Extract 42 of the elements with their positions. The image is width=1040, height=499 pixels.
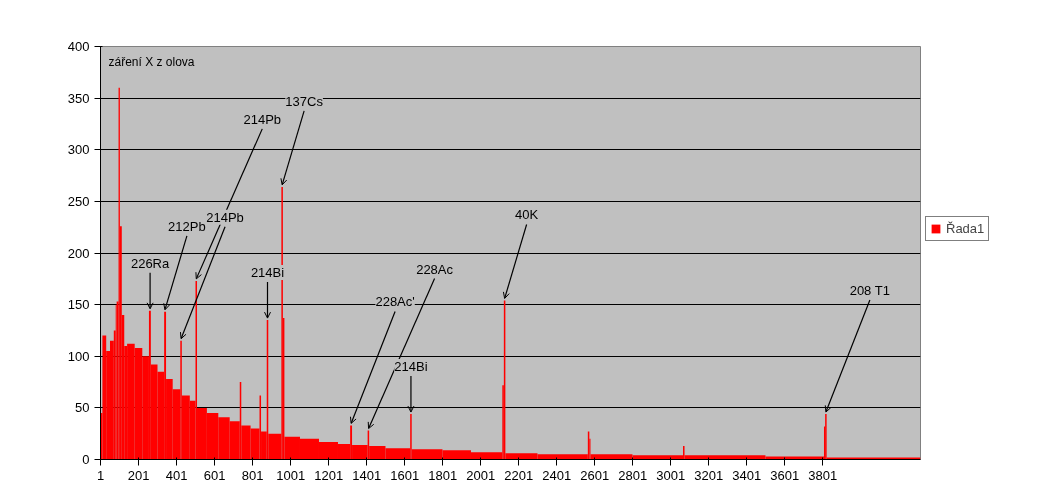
x-tick-label: 201 [127,467,150,483]
x-tick-label: 2601 [580,467,610,483]
y-tick-label: 50 [75,400,90,416]
x-tick-label: 1601 [390,467,420,483]
x-tick-label: 2201 [504,467,534,483]
x-tick-label: 1801 [428,467,458,483]
annotation: 214Pb [206,209,244,225]
y-tick-label: 100 [67,348,90,364]
x-tick-label: 801 [241,467,264,483]
x-tick-label: 3601 [770,467,800,483]
annotation: 228Ac [416,261,454,277]
annotation: 137Cs [285,93,324,109]
x-tick-label: 2401 [542,467,572,483]
x-tick-label: 1 [97,467,105,483]
x-tick-label: 1001 [276,467,306,483]
annotation: záření X z olova [108,54,195,69]
y-tick-label: 150 [67,297,90,313]
annotation: 226Ra [130,255,171,271]
y-tick-label: 350 [67,90,90,106]
x-tick-label: 1201 [314,467,344,483]
annotation: 212Pb [168,218,206,234]
y-tick-label: 400 [67,39,90,54]
x-tick-label: 3201 [694,467,724,483]
y-tick-label: 250 [67,193,90,209]
x-tick-label: 401 [165,467,188,483]
x-tick-label: 2801 [618,467,648,483]
x-tick-label: 3001 [656,467,686,483]
y-tick-label: 200 [67,245,90,261]
x-tick-label: 601 [203,467,226,483]
y-tick-label: 0 [82,452,90,467]
annotation: 208 T1 [849,283,890,299]
annotation: 40K [515,207,539,223]
annotation: 228Ac' [375,294,415,310]
x-tick-label: 3401 [732,467,762,483]
annotation: 214Bi [394,359,428,375]
x-tick-label: 1401 [352,467,382,483]
legend-label: Řada1 [946,221,985,236]
x-tick-label: 2001 [466,467,496,483]
y-tick-label: 300 [67,142,90,158]
annotation: 214Pb [243,111,282,127]
x-tick-label: 3801 [808,467,838,483]
annotation: 214Bi [250,265,285,281]
